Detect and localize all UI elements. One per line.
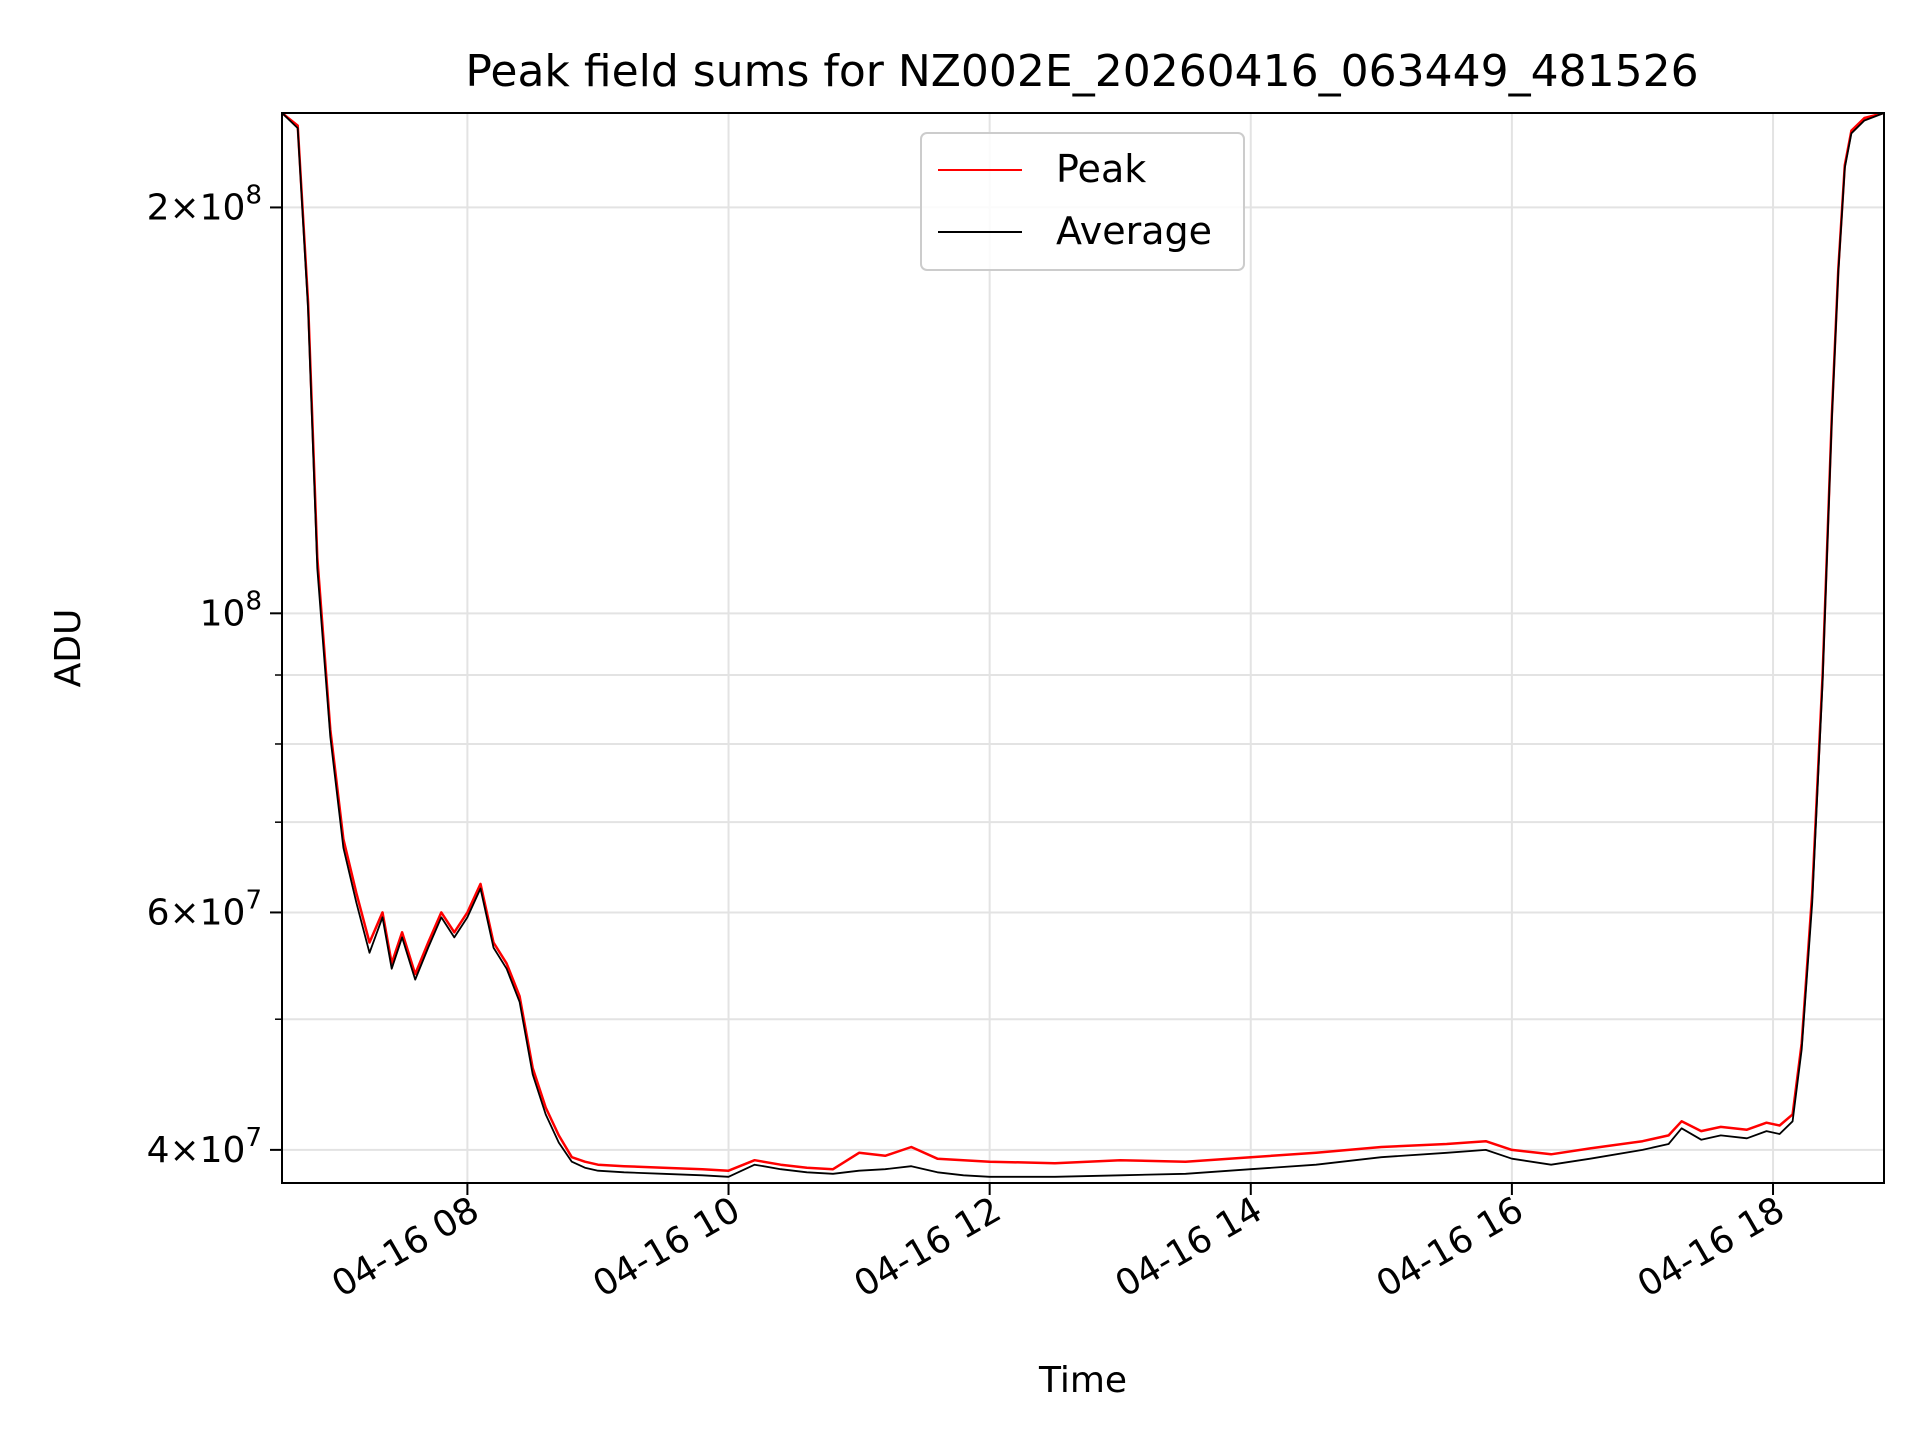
y-tick-label: 6×107 [147, 885, 262, 933]
y-tick-label: 4×107 [147, 1123, 262, 1171]
series-line-peak [282, 113, 1884, 1172]
y-tick-label: 108 [200, 586, 262, 634]
legend-average-label: Average [1056, 209, 1212, 253]
chart-title: Peak field sums for NZ002E_20260416_0634… [465, 46, 1698, 97]
y-tick-labels: 4×107 6×107 108 2×108 [147, 180, 262, 1170]
y-tick-label: 2×108 [147, 180, 262, 228]
tick-marks [270, 206, 1775, 1195]
series-layer [282, 113, 1884, 1178]
y-axis-label: ADU [48, 609, 89, 688]
x-axis-label: Time [1038, 1360, 1127, 1401]
legend-box [920, 132, 1245, 271]
plot-frame [281, 112, 1885, 1184]
series-line-average [282, 113, 1884, 1178]
legend: Peak Average [920, 132, 1245, 271]
legend-peak-label: Peak [1056, 147, 1146, 191]
